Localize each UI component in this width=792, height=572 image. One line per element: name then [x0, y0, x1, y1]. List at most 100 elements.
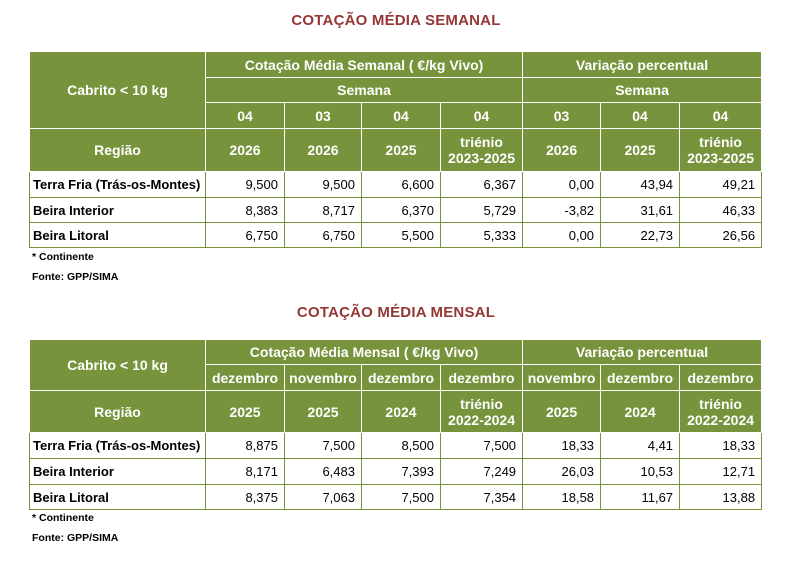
value-cell: 6,483: [284, 458, 362, 485]
weekly-table: Cabrito < 10 kg Cotação Média Semanal ( …: [29, 51, 763, 248]
value-cell: 6,367: [439, 171, 523, 198]
weekly-group1-header: Cotação Média Semanal ( €/kg Vivo): [204, 51, 524, 78]
value-cell: 5,729: [439, 197, 523, 223]
value-cell: 6,600: [361, 171, 441, 198]
value-cell: 11,67: [600, 484, 680, 510]
monthly-note: * Continente: [32, 512, 94, 524]
value-cell: 8,875: [205, 432, 285, 459]
weekly-source: Fonte: GPP/SIMA: [32, 271, 119, 283]
value-cell: 7,063: [284, 484, 362, 510]
monthly-group1-header: Cotação Média Mensal ( €/kg Vivo): [204, 339, 524, 365]
weekly-title: COTAÇÃO MÉDIA SEMANAL: [291, 12, 501, 29]
weekly-col-top: 04: [679, 102, 763, 129]
monthly-group2-header: Variação percentual: [522, 339, 763, 365]
value-cell: 0,00: [522, 171, 601, 198]
value-cell: 6,370: [361, 197, 441, 223]
region-name: Beira Interior: [29, 197, 206, 223]
weekly-col-bottom: triénio 2023-2025: [679, 128, 763, 172]
weekly-col-bottom: 2026: [284, 128, 362, 172]
value-cell: 18,58: [522, 484, 601, 510]
monthly-col-top: dezembro: [600, 364, 681, 391]
weekly-note: * Continente: [32, 251, 94, 263]
weekly-sub2-header: Semana: [522, 77, 763, 103]
value-cell: 49,21: [679, 171, 763, 198]
monthly-col-bottom: 2025: [522, 390, 602, 433]
value-cell: 8,717: [284, 197, 362, 223]
value-cell: 6,750: [284, 222, 362, 248]
weekly-col-top: 04: [600, 102, 681, 129]
value-cell: 26,56: [679, 222, 763, 248]
value-cell: 7,249: [439, 458, 523, 485]
value-cell: 4,41: [600, 432, 680, 459]
weekly-col-bottom: 2025: [361, 128, 441, 172]
weekly-sub1-header: Semana: [204, 77, 524, 103]
region-name: Beira Litoral: [29, 222, 206, 248]
value-cell: 7,393: [361, 458, 441, 485]
value-cell: 18,33: [522, 432, 601, 459]
region-name: Beira Litoral: [29, 484, 206, 510]
monthly-col-top: dezembro: [205, 364, 285, 391]
value-cell: 13,88: [679, 484, 763, 510]
value-cell: 7,500: [284, 432, 362, 459]
value-cell: 18,33: [679, 432, 763, 459]
table-row: Beira Interior 8,383 8,717 6,370 5,729 -…: [29, 197, 763, 223]
monthly-table: Cabrito < 10 kg Cotação Média Mensal ( €…: [29, 339, 763, 510]
weekly-col-bottom: 2026: [522, 128, 602, 172]
value-cell: 10,53: [600, 458, 680, 485]
region-name: Terra Fria (Trás-os-Montes): [29, 171, 206, 198]
value-cell: 9,500: [205, 171, 285, 198]
monthly-region-label: Região: [29, 390, 206, 433]
value-cell: 31,61: [600, 197, 680, 223]
monthly-col-top: dezembro: [679, 364, 763, 391]
region-name: Beira Interior: [29, 458, 206, 485]
value-cell: 43,94: [600, 171, 680, 198]
monthly-col-bottom: triénio 2022-2024: [439, 390, 524, 433]
weekly-col-top: 03: [284, 102, 362, 129]
monthly-corner-label: Cabrito < 10 kg: [29, 339, 206, 391]
value-cell: 7,500: [361, 484, 441, 510]
region-name: Terra Fria (Trás-os-Montes): [29, 432, 206, 459]
weekly-col-top: 03: [522, 102, 602, 129]
weekly-col-top: 04: [361, 102, 441, 129]
monthly-title: COTAÇÃO MÉDIA MENSAL: [296, 304, 496, 321]
table-row: Terra Fria (Trás-os-Montes) 8,875 7,500 …: [29, 432, 763, 459]
monthly-col-top: dezembro: [439, 364, 524, 391]
value-cell: 8,171: [205, 458, 285, 485]
table-row: Beira Interior 8,171 6,483 7,393 7,249 2…: [29, 458, 763, 485]
value-cell: 5,333: [439, 222, 523, 248]
weekly-col-bottom: triénio 2023-2025: [439, 128, 524, 172]
monthly-col-top: novembro: [284, 364, 362, 391]
value-cell: 7,354: [439, 484, 523, 510]
value-cell: 6,750: [205, 222, 285, 248]
value-cell: 26,03: [522, 458, 601, 485]
value-cell: 7,500: [439, 432, 523, 459]
value-cell: 8,375: [205, 484, 285, 510]
table-row: Beira Litoral 8,375 7,063 7,500 7,354 18…: [29, 484, 763, 510]
weekly-col-bottom: 2026: [205, 128, 285, 172]
monthly-source: Fonte: GPP/SIMA: [32, 532, 119, 544]
weekly-group2-header: Variação percentual: [522, 51, 763, 78]
weekly-col-bottom: 2025: [600, 128, 681, 172]
weekly-corner-label: Cabrito < 10 kg: [29, 51, 206, 129]
table-row: Terra Fria (Trás-os-Montes) 9,500 9,500 …: [29, 171, 763, 198]
weekly-col-top: 04: [205, 102, 285, 129]
value-cell: 46,33: [679, 197, 763, 223]
weekly-col-top: 04: [439, 102, 524, 129]
monthly-col-bottom: 2025: [205, 390, 285, 433]
table-row: Beira Litoral 6,750 6,750 5,500 5,333 0,…: [29, 222, 763, 248]
value-cell: -3,82: [522, 197, 601, 223]
value-cell: 8,383: [205, 197, 285, 223]
monthly-col-bottom: 2024: [361, 390, 441, 433]
monthly-col-top: dezembro: [361, 364, 441, 391]
value-cell: 12,71: [679, 458, 763, 485]
value-cell: 9,500: [284, 171, 362, 198]
monthly-col-bottom: triénio 2022-2024: [679, 390, 763, 433]
value-cell: 8,500: [361, 432, 441, 459]
value-cell: 0,00: [522, 222, 601, 248]
value-cell: 5,500: [361, 222, 441, 248]
monthly-col-top: novembro: [522, 364, 602, 391]
weekly-region-label: Região: [29, 128, 206, 172]
monthly-col-bottom: 2025: [284, 390, 362, 433]
monthly-col-bottom: 2024: [600, 390, 681, 433]
value-cell: 22,73: [600, 222, 680, 248]
